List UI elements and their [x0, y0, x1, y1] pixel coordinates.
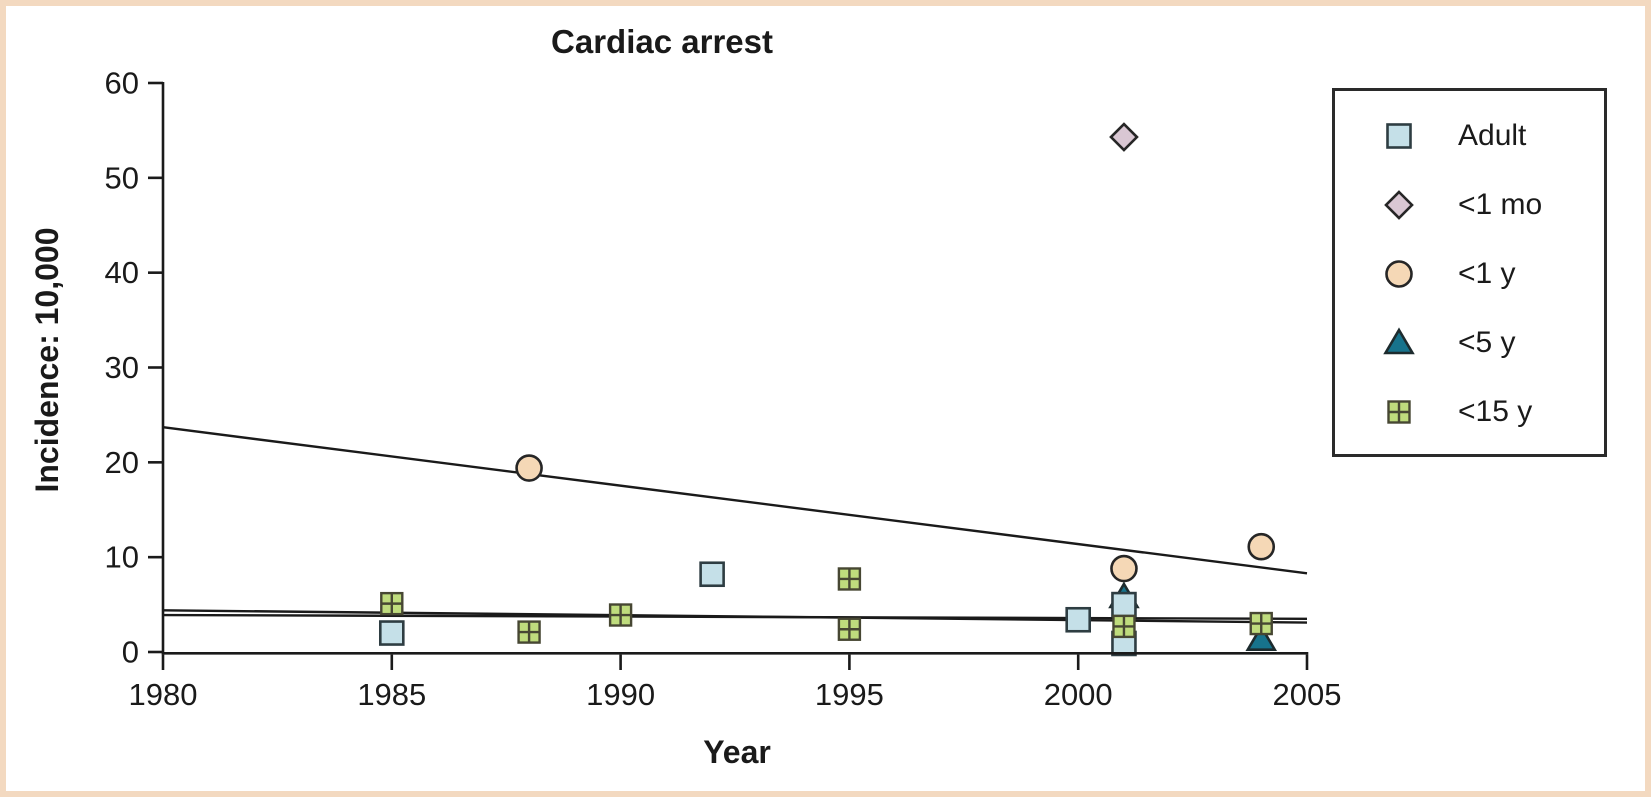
x-axis-ticks: 1980 1985 1990 1995 2000 2005: [129, 654, 1342, 712]
cross-square-marker: [837, 567, 862, 591]
circle-marker: [1247, 532, 1276, 561]
triangle-marker: [1245, 624, 1278, 651]
x-tick-label: 1995: [815, 677, 884, 712]
square-marker: [1386, 122, 1412, 149]
cross-square-marker: [1249, 611, 1273, 636]
circle-marker: [1385, 259, 1413, 288]
legend-item-lt15y: <15 y: [1335, 377, 1604, 446]
circle-marker: [515, 454, 543, 482]
legend-label-lt15y: <15 y: [1458, 394, 1533, 428]
x-tick-label: 1985: [357, 677, 426, 712]
y-tick-label: 40: [105, 255, 139, 290]
lt1mo-diamond-icon: [1384, 189, 1414, 220]
series-Adult: [378, 561, 1137, 657]
adult-square-icon: [1386, 122, 1412, 149]
trend-line: [162, 426, 1308, 575]
y-axis-label: Incidence: 10,000: [29, 227, 65, 492]
diamond-marker: [1384, 189, 1414, 220]
cross-square-marker: [837, 617, 862, 641]
series-1y: [515, 454, 1276, 583]
y-tick-label: 10: [105, 540, 139, 575]
x-tick-label: 2000: [1044, 677, 1113, 712]
cross-square-marker: [380, 591, 404, 616]
cross-square-marker: [1112, 614, 1136, 639]
chart-title: Cardiac arrest: [551, 23, 773, 60]
legend-item-adult: Adult: [1335, 101, 1604, 170]
cross-square-marker: [517, 620, 541, 644]
x-tick-label: 1980: [129, 677, 198, 712]
y-tick-label: 0: [122, 635, 139, 670]
legend-label-lt5y: <5 y: [1458, 325, 1516, 359]
lt5y-triangle-icon: [1383, 326, 1415, 354]
cross-square-marker: [608, 603, 633, 627]
y-tick-label: 50: [105, 160, 139, 195]
x-axis-label: Year: [703, 734, 771, 770]
legend-label-lt1y: <1 y: [1458, 256, 1516, 290]
series-15y: [380, 567, 1273, 644]
y-axis-ticks: 0 10 20 30 40 50 60: [105, 66, 163, 670]
triangle-marker: [1383, 326, 1415, 354]
legend-item-lt1y: <1 y: [1335, 239, 1604, 308]
lt1y-circle-icon: [1385, 259, 1413, 288]
legend-label-lt1mo: <1 mo: [1458, 187, 1543, 221]
series-1mo: [1109, 122, 1139, 152]
x-tick-label: 2005: [1273, 677, 1342, 712]
y-tick-label: 30: [105, 350, 139, 385]
legend-item-lt5y: <5 y: [1335, 308, 1604, 377]
legend-item-lt1mo: <1 mo: [1335, 170, 1604, 239]
y-tick-label: 20: [105, 445, 139, 480]
square-marker: [378, 620, 405, 646]
square-marker: [699, 561, 725, 588]
diamond-marker: [1109, 122, 1139, 152]
square-marker: [1111, 591, 1137, 618]
legend: Adult <1 mo <1 y <5 y <15 y: [1332, 88, 1607, 457]
circle-marker: [1110, 554, 1138, 583]
y-tick-label: 60: [105, 66, 139, 101]
legend-label-adult: Adult: [1458, 118, 1527, 152]
square-marker: [1065, 606, 1091, 633]
cross-square-marker: [1387, 399, 1411, 424]
x-tick-label: 1990: [586, 677, 655, 712]
lt15y-grid-square-icon: [1387, 399, 1411, 424]
